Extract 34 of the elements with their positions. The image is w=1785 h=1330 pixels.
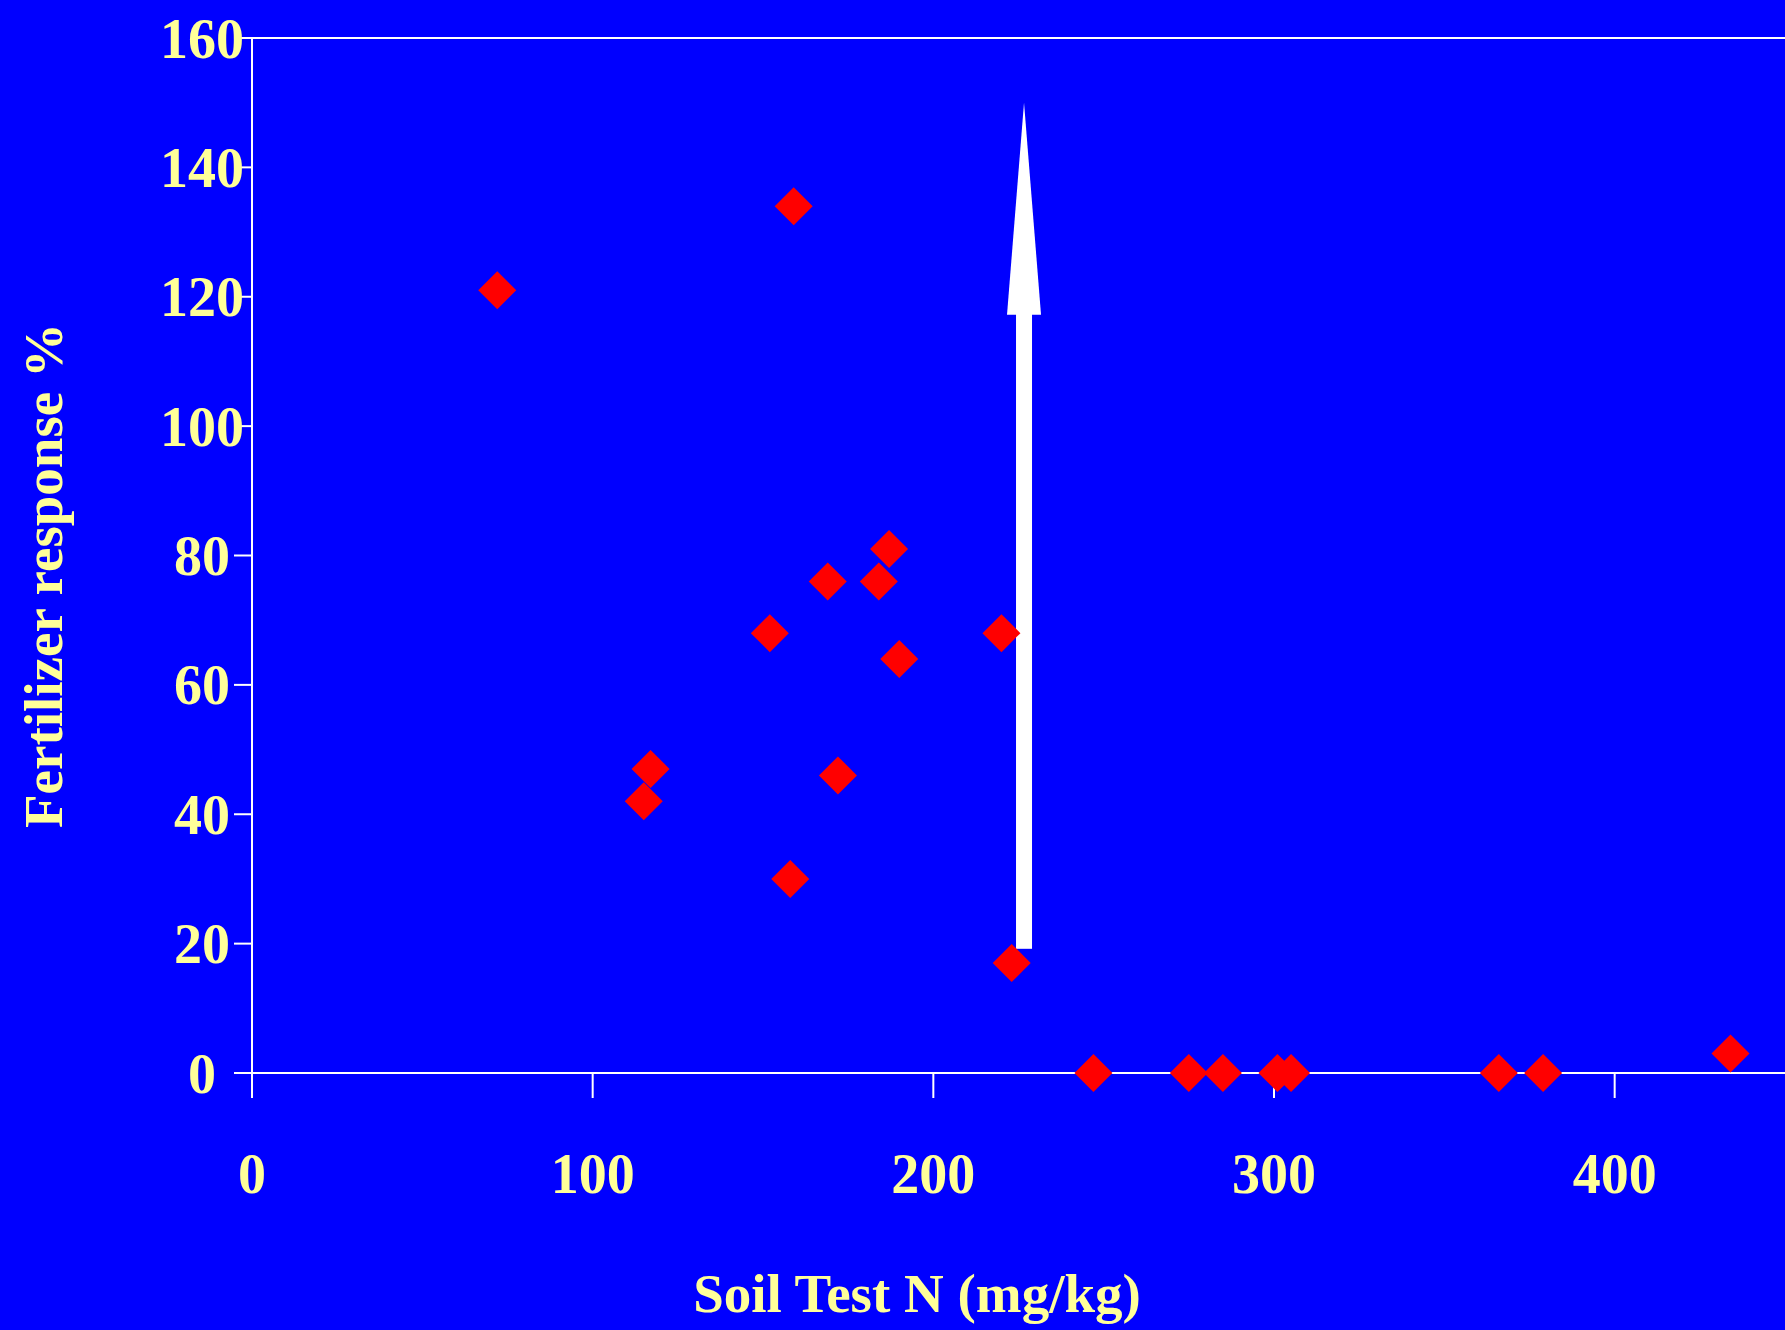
point — [774, 187, 813, 226]
point — [1074, 1054, 1113, 1092]
point — [771, 859, 810, 898]
point — [1479, 1054, 1518, 1092]
y-tick-label: 160 — [160, 7, 244, 70]
y-tick-label: 100 — [160, 395, 244, 458]
y-axis-title: Fertilizer response % — [13, 322, 74, 829]
x-tick-label: 100 — [550, 1143, 635, 1205]
point — [1203, 1054, 1242, 1092]
point — [880, 640, 919, 678]
y-tick-label: 20 — [174, 913, 230, 976]
y-tick-label: 60 — [174, 654, 230, 717]
point — [624, 782, 663, 821]
point — [631, 749, 670, 788]
y-tick-label: 120 — [160, 266, 244, 329]
point — [859, 562, 898, 601]
x-tick-label: 300 — [1232, 1143, 1316, 1205]
x-axis-title: Soil Test N (mg/kg) — [693, 1263, 1141, 1324]
x-tick-label: 400 — [1572, 1143, 1657, 1205]
point — [1711, 1034, 1750, 1073]
point — [818, 756, 857, 795]
point — [808, 562, 847, 601]
point — [992, 944, 1031, 983]
y-tick-label: 0 — [188, 1042, 216, 1105]
y-tick-label: 140 — [160, 136, 244, 199]
x-tick-label: 200 — [891, 1143, 976, 1205]
point — [1524, 1054, 1563, 1092]
y-tick-label: 80 — [174, 525, 230, 588]
point — [1169, 1054, 1208, 1092]
point — [478, 271, 517, 310]
point — [870, 530, 909, 569]
point — [750, 614, 789, 653]
point — [982, 614, 1021, 653]
y-tick-label: 40 — [174, 783, 230, 846]
